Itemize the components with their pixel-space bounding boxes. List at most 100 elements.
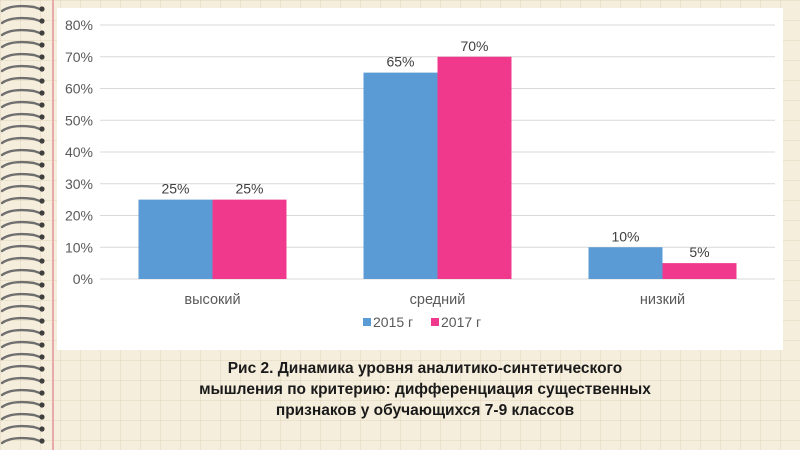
x-tick-label: высокий [184,292,240,308]
spiral-hole [39,366,45,372]
bar [363,72,438,279]
spiral-ring [0,160,42,169]
spiral-ring [0,4,42,13]
spiral-ring [0,244,42,253]
spiral-ring [0,64,42,73]
caption-line-3: признаков у обучающихся 7-9 классов [275,402,575,419]
spiral-ring [0,292,42,301]
y-tick-label: 80% [65,17,93,33]
spiral-hole [39,18,45,24]
spiral-hole [39,306,45,312]
spiral-hole [39,162,45,168]
data-label: 25% [161,181,189,197]
bar [588,247,663,279]
spiral-ring [0,184,42,193]
spiral-hole [39,330,45,336]
spiral-ring [0,388,42,397]
spiral-ring [0,196,42,205]
spiral-ring [0,16,42,25]
spiral-hole [39,426,45,432]
bar [212,199,287,279]
spiral-hole [39,222,45,228]
bar [662,263,737,279]
spiral-hole [39,186,45,192]
data-label: 70% [460,38,488,54]
spiral-ring [0,88,42,97]
spiral-hole [39,90,45,96]
spiral-hole [39,66,45,72]
spiral-ring [0,208,42,217]
spiral-hole [39,174,45,180]
spiral-hole [39,150,45,156]
spiral-ring [0,400,42,409]
spiral-ring [0,172,42,181]
spiral-ring [0,52,42,61]
spiral-hole [39,414,45,420]
spiral-ring [0,316,42,325]
spiral-ring [0,232,42,241]
bar-chart: 0% 10% 20% 30% 40% 50% 60% 70% 80% 25% 25% высокий 6… [65,17,775,330]
spiral-hole [39,126,45,132]
spiral-ring [0,436,42,445]
chart-panel: 0% 10% 20% 30% 40% 50% 60% 70% 80% 25% 25% высокий 6… [57,8,783,350]
legend-label: 2015 г [373,314,413,330]
spiral-ring [0,124,42,133]
spiral-ring [0,148,42,157]
spiral-hole [39,114,45,120]
spiral-ring [0,256,42,265]
spiral-ring [0,364,42,373]
spiral-ring [0,340,42,349]
notebook-margin-line [52,0,54,450]
spiral-hole [39,354,45,360]
spiral-hole [39,54,45,60]
spiral-hole [39,6,45,12]
caption-line-1: Рис 2. Динамика уровня аналитико-синтети… [227,360,623,377]
data-label: 10% [611,228,639,244]
data-label: 65% [386,54,414,70]
y-tick-label: 40% [65,144,93,160]
spiral-hole [39,138,45,144]
spiral-ring [0,304,42,313]
spiral-hole [39,246,45,252]
spiral-hole [39,258,45,264]
y-tick-label: 20% [65,208,93,224]
spiral-hole [39,198,45,204]
spiral-ring [0,328,42,337]
spiral-ring [0,376,42,385]
y-tick-label: 70% [65,49,93,65]
spiral-ring [0,112,42,121]
spiral-hole [39,318,45,324]
spiral-hole [39,42,45,48]
spiral-ring [0,100,42,109]
spiral-hole [39,390,45,396]
legend-label: 2017 г [441,314,481,330]
y-tick-label: 50% [65,112,93,128]
bar [437,56,512,279]
spiral-ring [0,424,42,433]
x-tick-label: средний [410,292,466,308]
spiral-hole [39,438,45,444]
spiral-hole [39,234,45,240]
data-label: 5% [689,244,709,260]
spiral-hole [39,342,45,348]
spiral-ring [0,136,42,145]
y-tick-label: 30% [65,176,93,192]
spiral-hole [39,402,45,408]
spiral-hole [39,378,45,384]
spiral-ring [0,280,42,289]
spiral-hole [39,78,45,84]
spiral-ring [0,76,42,85]
bar [138,199,213,279]
y-tick-label: 10% [65,239,93,255]
legend-swatch [363,318,371,326]
spiral-hole [39,210,45,216]
spiral-ring [0,28,42,37]
caption-line-2: мышления по критерию: дифференциация сущ… [199,381,651,398]
spiral-ring [0,412,42,421]
spiral-hole [39,282,45,288]
legend-swatch [431,318,439,326]
y-tick-label: 60% [65,81,93,97]
spiral-ring [0,220,42,229]
spiral-ring [0,352,42,361]
y-tick-label: 0% [73,271,93,287]
